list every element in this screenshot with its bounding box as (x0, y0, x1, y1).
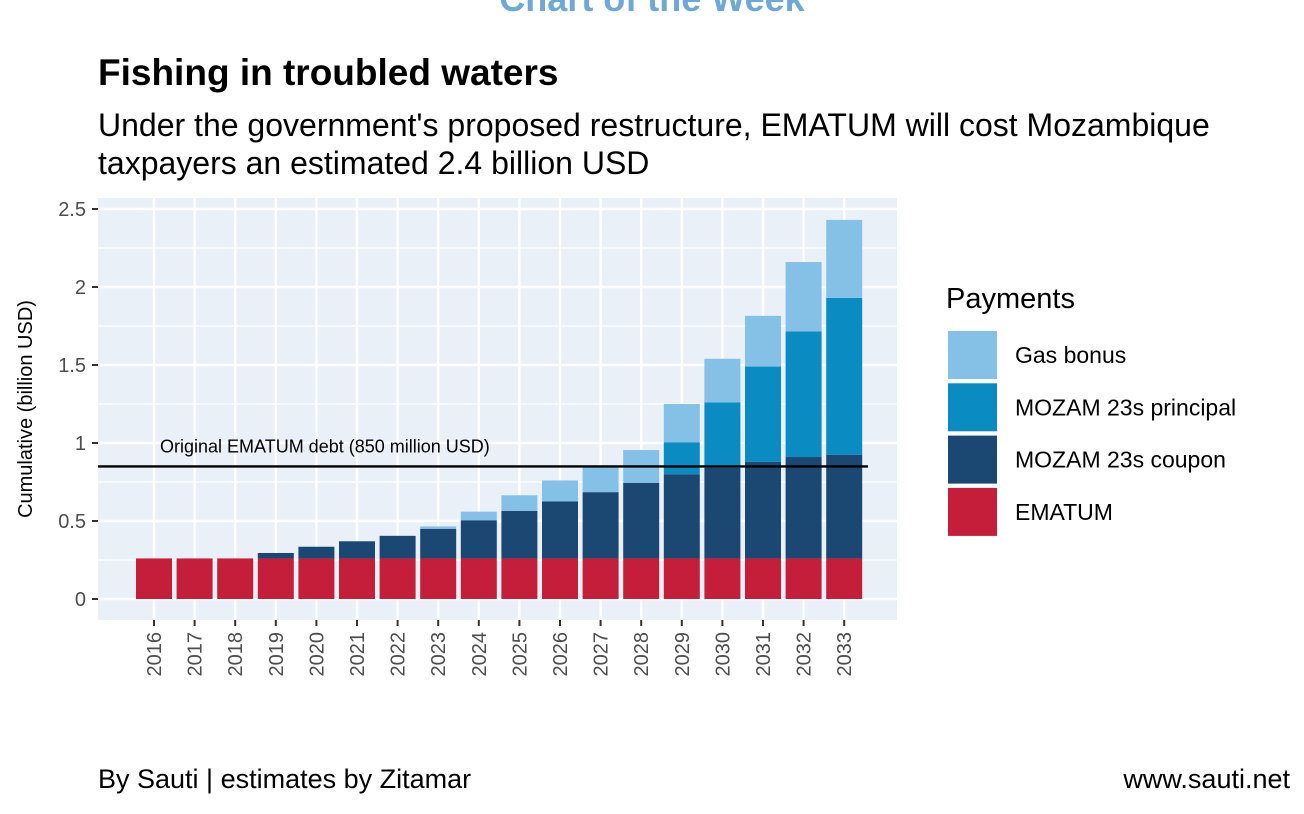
x-tick-label: 2022 (388, 632, 410, 677)
x-tick-label: 2016 (144, 632, 166, 677)
bar-segment (542, 480, 578, 502)
legend-label: MOZAM 23s coupon (1015, 447, 1226, 473)
x-tick-label: 2033 (834, 632, 856, 677)
bar-segment (582, 465, 619, 493)
bar-segment (745, 366, 781, 462)
legend-label: Gas bonus (1015, 342, 1126, 368)
bar-segment (176, 558, 213, 599)
x-tick-label: 2024 (469, 632, 491, 677)
x-tick-label: 2032 (794, 632, 816, 677)
source-caption: By Sauti | estimates by Zitamar (98, 764, 472, 794)
bar-segment (745, 315, 781, 367)
legend-swatch (948, 487, 997, 536)
bar-segment (460, 511, 497, 521)
bar-segment (420, 558, 457, 599)
bar-segment (785, 558, 822, 599)
y-tick-label: 0 (75, 589, 86, 611)
x-tick-label: 2023 (428, 632, 450, 677)
bar-segment (582, 558, 619, 599)
x-tick-label: 2025 (509, 632, 531, 677)
x-tick-label: 2030 (712, 632, 734, 677)
bar-segment (623, 482, 660, 559)
bar-segment (257, 558, 294, 599)
bar-segment (745, 461, 781, 559)
bars (136, 219, 863, 599)
bar-segment (623, 558, 660, 599)
bar-segment (785, 331, 822, 458)
y-tick-label: 2 (75, 277, 86, 299)
bar-segment (542, 558, 578, 599)
y-axis-title: Cumulative (billion USD) (15, 300, 37, 518)
x-tick-label: 2026 (550, 632, 572, 677)
bar-segment (582, 492, 619, 559)
banner-title: Chart of the Week (0, 0, 1304, 20)
bar-segment (217, 558, 254, 599)
bar-segment (542, 501, 578, 559)
bar-segment (460, 520, 497, 559)
legend-swatch (948, 435, 997, 484)
bar-segment (501, 495, 538, 511)
y-tick-label: 1 (75, 433, 86, 455)
x-tick-label: 2031 (753, 632, 775, 677)
website-caption: www.sauti.net (1123, 764, 1290, 794)
chart-title: Fishing in troubled waters (98, 52, 559, 93)
bar-segment (136, 558, 172, 599)
reference-line-label: Original EMATUM debt (850 million USD) (160, 436, 490, 456)
bar-segment (826, 219, 863, 298)
y-axis: 0 0.5 1 1.5 2 2.5 (58, 199, 98, 611)
bar-segment (339, 558, 375, 599)
x-tick-label: 2019 (266, 632, 288, 677)
x-axis: 2016 2017 2018 2019 2020 2021 2022 2023 2024 2025… (144, 620, 856, 677)
bar-segment (257, 552, 294, 559)
y-tick-label: 0.5 (58, 511, 86, 533)
bar-segment (826, 558, 863, 599)
bar-segment (379, 535, 416, 559)
x-tick-label: 2028 (631, 632, 653, 677)
bar-segment (785, 457, 822, 559)
legend-label: MOZAM 23s principal (1015, 394, 1236, 420)
bar-segment (704, 558, 741, 599)
reference-line-group: Original EMATUM debt (850 million USD) (98, 436, 868, 468)
bar-segment (663, 558, 700, 599)
legend-label: EMATUM (1015, 499, 1113, 525)
x-tick-label: 2027 (591, 632, 613, 677)
x-tick-label: 2021 (347, 632, 369, 677)
bar-segment (379, 558, 416, 599)
legend-title: Payments (946, 283, 1075, 315)
bar-segment (298, 558, 335, 599)
x-tick-label: 2018 (225, 632, 247, 677)
bar-segment (420, 528, 457, 559)
bar-segment (826, 297, 863, 455)
bar-segment (663, 474, 700, 559)
x-tick-label: 2017 (185, 632, 207, 677)
legend-swatch (948, 331, 997, 379)
bar-segment (460, 558, 497, 599)
bar-segment (745, 558, 781, 599)
bar-segment (339, 541, 375, 559)
bar-segment (501, 558, 538, 599)
bar-segment (704, 402, 741, 468)
x-tick-label: 2029 (672, 632, 694, 677)
chart-subtitle: Under the government's proposed restruct… (98, 107, 1210, 181)
bar-segment (704, 358, 741, 403)
bar-segment (420, 526, 457, 529)
bar-segment (663, 404, 700, 443)
bar-segment (663, 442, 700, 475)
y-tick-label: 1.5 (58, 355, 86, 377)
bar-segment (501, 510, 538, 559)
bar-segment (298, 546, 335, 559)
x-tick-label: 2020 (306, 632, 328, 677)
bar-segment (704, 467, 741, 559)
legend: Payments Gas bonus MOZAM 23s principal MOZA… (946, 283, 1236, 536)
y-tick-label: 2.5 (58, 199, 86, 221)
bar-segment (826, 454, 863, 559)
bar-segment (785, 262, 822, 332)
legend-swatch (948, 383, 997, 432)
